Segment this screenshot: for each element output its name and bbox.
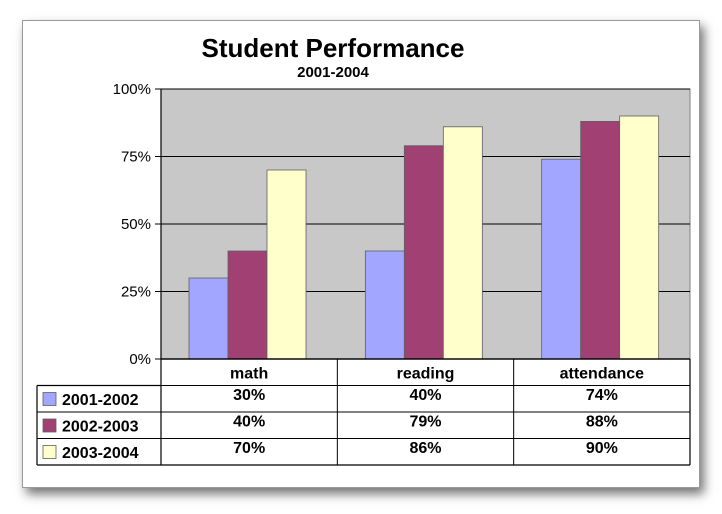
data-label: 74% — [586, 387, 618, 404]
legend-label: 2003-2004 — [62, 445, 139, 462]
data-label: 40% — [233, 413, 265, 430]
y-tick-label: 25% — [121, 284, 151, 301]
plot-area: 0% 25% 50% 75% 100% — [113, 81, 691, 368]
bar-chart: Student Performance 2001-2004 0% 25% 50% 75… — [36, 33, 691, 466]
y-tick-label: 75% — [121, 149, 151, 166]
data-label: 79% — [409, 413, 441, 430]
data-label: 30% — [233, 387, 265, 404]
bar — [403, 145, 444, 360]
bar — [442, 126, 483, 360]
legend-label: 2001-2002 — [62, 392, 139, 409]
chart-title: Student Performance — [202, 33, 465, 63]
bar — [580, 121, 621, 360]
bar — [266, 169, 307, 360]
bar — [188, 277, 229, 360]
data-label: 88% — [586, 413, 618, 430]
legend-swatch — [42, 418, 57, 433]
x-tick-label: reading — [397, 365, 455, 382]
y-tick-label: 50% — [121, 216, 151, 233]
bar — [364, 250, 405, 360]
y-tick-label: 100% — [113, 81, 151, 98]
chart-subtitle: 2001-2004 — [297, 64, 369, 81]
chart-frame: Student Performance 2001-2004 0% 25% 50% 75… — [22, 20, 700, 488]
legend-swatch — [42, 392, 57, 406]
legend-swatch — [42, 445, 57, 459]
data-table: math reading attendance 2001-2002 30% 40% 74% 2… — [36, 358, 691, 466]
y-tick-label: 0% — [129, 351, 151, 368]
bar — [619, 115, 660, 360]
data-label: 90% — [586, 440, 618, 457]
legend-label: 2002-2003 — [62, 418, 139, 435]
bar — [541, 158, 582, 360]
x-tick-label: attendance — [560, 365, 645, 382]
data-label: 40% — [409, 387, 441, 404]
x-tick-label: math — [230, 365, 268, 382]
data-label: 86% — [409, 440, 441, 457]
data-label: 70% — [233, 440, 265, 457]
bar — [227, 250, 268, 360]
